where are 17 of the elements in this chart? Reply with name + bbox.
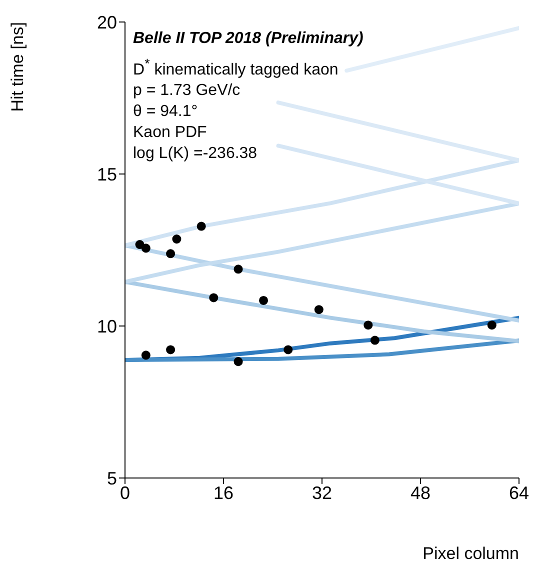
- y-tick-label: 10: [96, 316, 117, 336]
- x-tick-label: 32: [312, 482, 332, 503]
- x-tick-label: 64: [508, 482, 530, 503]
- annotation: p = 1.73 GeV/c: [133, 80, 240, 102]
- x-tick-label: 16: [213, 482, 234, 503]
- annotation: D$^{*}$ kinematically tagged kaon: [133, 53, 338, 80]
- y-tick-label: 5: [106, 468, 117, 488]
- x-tick-label: 0: [120, 482, 130, 503]
- y-axis-title: Hit time [ns]: [8, 22, 28, 112]
- annotation: Kaon PDF: [133, 122, 207, 144]
- text: Belle II TOP 2018 (Preliminary): [133, 28, 364, 49]
- annotation: log L(K) =-236.38: [133, 143, 258, 164]
- annotation: θ = 94.1°: [133, 101, 198, 122]
- y-tick-label: 20: [96, 12, 117, 32]
- x-tick-label: 48: [410, 482, 431, 503]
- x-axis-title: Pixel column: [422, 544, 519, 564]
- y-tick-label: 15: [96, 164, 117, 184]
